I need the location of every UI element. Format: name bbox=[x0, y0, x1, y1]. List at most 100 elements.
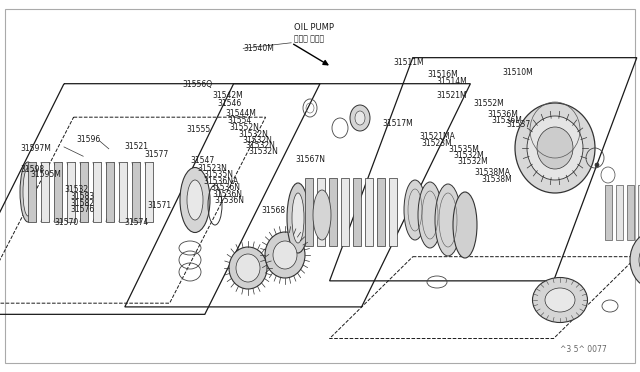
Ellipse shape bbox=[187, 180, 203, 220]
Text: 31521MA: 31521MA bbox=[419, 132, 455, 141]
Text: 31532N: 31532N bbox=[238, 130, 268, 139]
Bar bbox=[28, 162, 36, 222]
Text: 31521M: 31521M bbox=[436, 92, 467, 100]
Ellipse shape bbox=[453, 192, 477, 258]
Text: 31536N: 31536N bbox=[210, 183, 240, 192]
Text: 31532: 31532 bbox=[64, 185, 88, 194]
Text: 31538MA: 31538MA bbox=[475, 169, 511, 177]
Ellipse shape bbox=[532, 278, 588, 323]
Ellipse shape bbox=[350, 105, 370, 131]
Text: 31532M: 31532M bbox=[458, 157, 488, 166]
Text: 31556Q: 31556Q bbox=[182, 80, 212, 89]
Ellipse shape bbox=[355, 111, 365, 125]
Text: 31532M: 31532M bbox=[453, 151, 484, 160]
Bar bbox=[145, 162, 153, 222]
Ellipse shape bbox=[265, 232, 305, 278]
Ellipse shape bbox=[639, 241, 640, 279]
Ellipse shape bbox=[537, 127, 573, 169]
Text: 31555: 31555 bbox=[187, 125, 211, 134]
Text: 31523M: 31523M bbox=[421, 139, 452, 148]
Ellipse shape bbox=[418, 182, 442, 248]
Text: 31523N: 31523N bbox=[197, 164, 227, 173]
Text: 31514M: 31514M bbox=[436, 77, 467, 86]
Ellipse shape bbox=[313, 190, 331, 240]
Text: 31597M: 31597M bbox=[20, 144, 51, 153]
Bar bbox=[41, 162, 49, 222]
Text: 31521: 31521 bbox=[125, 142, 149, 151]
Text: 31546: 31546 bbox=[218, 99, 242, 108]
Text: 31537: 31537 bbox=[507, 120, 531, 129]
Text: 31596: 31596 bbox=[77, 135, 101, 144]
Text: 31595M: 31595M bbox=[31, 170, 61, 179]
Ellipse shape bbox=[229, 247, 267, 289]
Text: 31571: 31571 bbox=[147, 201, 172, 210]
Text: 31577: 31577 bbox=[144, 150, 168, 159]
Text: 31536M: 31536M bbox=[492, 116, 522, 125]
Text: 31554: 31554 bbox=[227, 116, 252, 125]
Text: 31552M: 31552M bbox=[474, 99, 504, 108]
Text: 31532N: 31532N bbox=[245, 141, 275, 150]
Bar bbox=[353, 178, 361, 246]
Ellipse shape bbox=[595, 163, 599, 167]
Text: OIL PUMP: OIL PUMP bbox=[294, 23, 335, 32]
Bar bbox=[616, 185, 623, 240]
Ellipse shape bbox=[180, 167, 210, 232]
Bar bbox=[132, 162, 140, 222]
Ellipse shape bbox=[20, 162, 36, 222]
Text: 31598: 31598 bbox=[20, 165, 45, 174]
Text: 31517M: 31517M bbox=[383, 119, 413, 128]
Bar bbox=[341, 178, 349, 246]
Text: 31576: 31576 bbox=[70, 205, 95, 214]
Text: 31583: 31583 bbox=[70, 192, 95, 201]
Bar bbox=[80, 162, 88, 222]
Bar bbox=[389, 178, 397, 246]
Bar bbox=[106, 162, 114, 222]
Ellipse shape bbox=[287, 183, 309, 253]
Bar bbox=[67, 162, 75, 222]
Ellipse shape bbox=[273, 241, 297, 269]
Text: 31544M: 31544M bbox=[225, 109, 256, 118]
Text: 31536N: 31536N bbox=[214, 196, 244, 205]
Bar bbox=[305, 178, 313, 246]
Bar bbox=[377, 178, 385, 246]
Text: 31510M: 31510M bbox=[502, 68, 533, 77]
Ellipse shape bbox=[545, 288, 575, 312]
Bar bbox=[329, 178, 337, 246]
Ellipse shape bbox=[404, 180, 426, 240]
Text: 31570: 31570 bbox=[54, 218, 79, 227]
Text: ^3 5^ 0077: ^3 5^ 0077 bbox=[560, 345, 607, 354]
Ellipse shape bbox=[630, 231, 640, 289]
Text: 31547: 31547 bbox=[191, 156, 215, 165]
Ellipse shape bbox=[292, 193, 304, 243]
Text: 31516M: 31516M bbox=[428, 70, 458, 79]
Ellipse shape bbox=[236, 254, 260, 282]
Text: 31536M: 31536M bbox=[488, 110, 518, 119]
Bar bbox=[54, 162, 62, 222]
Bar bbox=[93, 162, 101, 222]
Bar bbox=[365, 178, 373, 246]
Ellipse shape bbox=[515, 103, 595, 193]
Text: 31532N: 31532N bbox=[248, 147, 278, 155]
Text: 31582: 31582 bbox=[70, 199, 95, 208]
Ellipse shape bbox=[23, 168, 33, 216]
Text: 31542M: 31542M bbox=[212, 92, 243, 100]
Text: 31538M: 31538M bbox=[481, 175, 512, 184]
Text: 31574: 31574 bbox=[125, 218, 149, 227]
Bar bbox=[605, 185, 612, 240]
Bar bbox=[638, 185, 640, 240]
Bar bbox=[119, 162, 127, 222]
Bar bbox=[627, 185, 634, 240]
Text: 31511M: 31511M bbox=[394, 58, 424, 67]
Ellipse shape bbox=[527, 116, 583, 180]
Text: 31535M: 31535M bbox=[448, 145, 479, 154]
Bar bbox=[317, 178, 325, 246]
Text: 31535N: 31535N bbox=[204, 170, 234, 179]
Text: 31567N: 31567N bbox=[296, 155, 326, 164]
Text: 31568: 31568 bbox=[261, 206, 285, 215]
Text: 31536N: 31536N bbox=[212, 190, 243, 199]
Ellipse shape bbox=[435, 184, 461, 256]
Text: オイル ポンプ: オイル ポンプ bbox=[294, 35, 324, 44]
Text: 31540M: 31540M bbox=[243, 44, 274, 53]
Text: 31532N: 31532N bbox=[242, 136, 272, 145]
Text: 31552N: 31552N bbox=[229, 123, 259, 132]
